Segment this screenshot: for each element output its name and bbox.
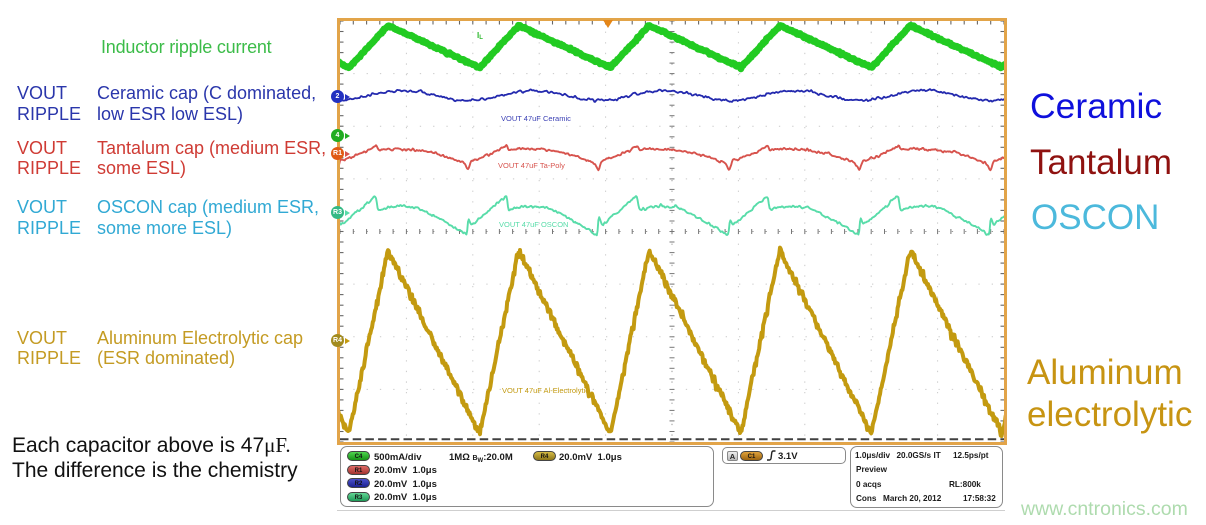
svg-text:VOUT 47uF OSCON: VOUT 47uF OSCON [499, 220, 568, 229]
svg-text:IL: IL [477, 31, 483, 41]
svg-text:VOUT 47uF Al-Electrolytic: VOUT 47uF Al-Electrolytic [502, 386, 589, 395]
svg-text:VOUT 47uF Ta-Poly: VOUT 47uF Ta-Poly [498, 161, 565, 170]
svg-text:VOUT 47uF Ceramic: VOUT 47uF Ceramic [501, 114, 571, 123]
